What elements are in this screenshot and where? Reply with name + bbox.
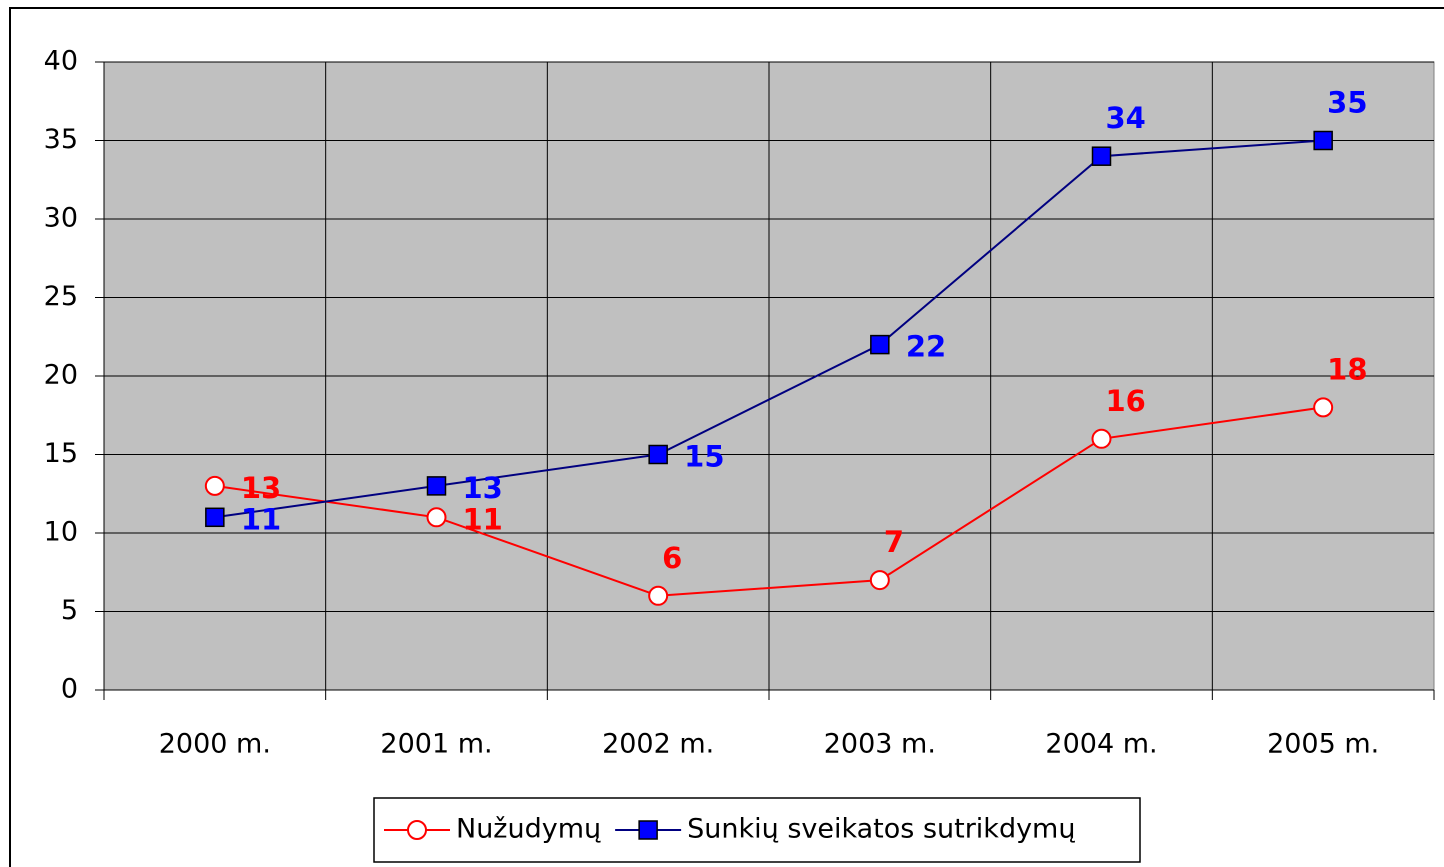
y-tick-label: 25 — [44, 281, 78, 312]
point-marker — [1091, 146, 1112, 166]
x-tick-label: 2000 m. — [159, 729, 271, 760]
legend-marker — [407, 820, 427, 840]
y-tick-label: 30 — [44, 203, 78, 234]
data-label: 13 — [241, 471, 281, 505]
data-label: 15 — [684, 440, 724, 474]
data-label: 7 — [884, 525, 904, 559]
legend-label: Nužudymų — [456, 814, 601, 845]
x-tick-label: 2001 m. — [380, 729, 492, 760]
y-tick-label: 35 — [44, 124, 78, 155]
data-label: 6 — [662, 541, 682, 575]
data-label: 16 — [1106, 384, 1146, 418]
point-marker — [205, 507, 225, 528]
point-marker — [648, 444, 668, 465]
data-label: 18 — [1327, 352, 1367, 386]
data-label: 13 — [463, 471, 503, 505]
point-marker — [1313, 130, 1333, 151]
y-tick-label: 20 — [44, 360, 78, 391]
x-tick-label: 2005 m. — [1267, 729, 1379, 760]
point-marker — [426, 507, 447, 528]
y-tick-label: 5 — [61, 595, 78, 626]
y-tick-label: 10 — [44, 517, 78, 548]
point-marker — [1091, 428, 1112, 449]
x-tick-label: 2002 m. — [602, 729, 714, 760]
legend-box — [373, 797, 1141, 863]
data-label: 22 — [906, 330, 946, 364]
point-marker — [1313, 397, 1334, 418]
point-marker — [869, 570, 890, 591]
point-marker — [426, 476, 447, 496]
data-label: 11 — [463, 502, 503, 536]
series-line — [214, 406, 1324, 597]
data-label: 11 — [241, 502, 281, 536]
y-tick-label: 15 — [44, 438, 78, 469]
x-tick-label: 2004 m. — [1045, 729, 1157, 760]
legend-marker — [638, 820, 658, 840]
point-marker — [870, 334, 890, 355]
legend-label: Sunkių sveikatos sutrikdymų — [687, 814, 1075, 845]
data-label: 34 — [1106, 101, 1146, 135]
data-label: 35 — [1327, 86, 1367, 120]
x-tick-label: 2003 m. — [824, 729, 936, 760]
y-tick-label: 40 — [44, 46, 78, 77]
point-marker — [204, 475, 225, 496]
y-tick-label: 0 — [61, 674, 78, 705]
point-marker — [648, 585, 669, 606]
series-line — [214, 139, 1324, 519]
